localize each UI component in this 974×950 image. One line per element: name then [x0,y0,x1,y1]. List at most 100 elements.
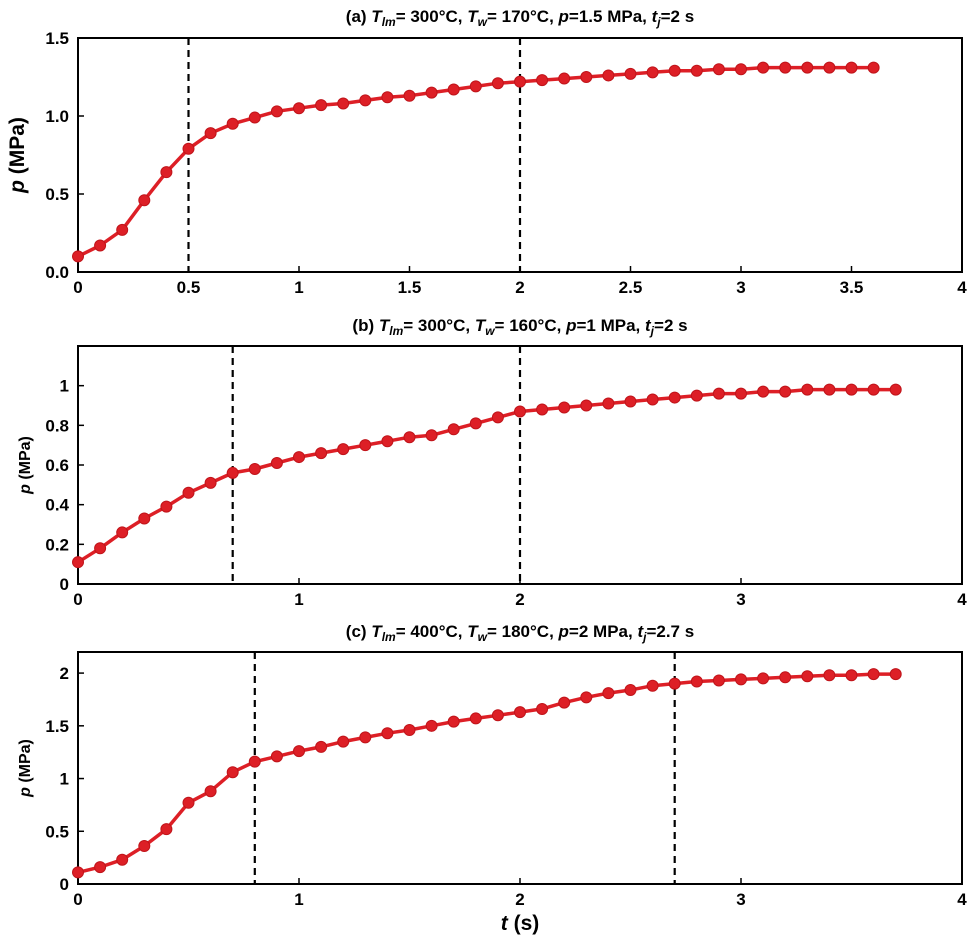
data-point [403,89,416,102]
data-point [293,102,305,115]
data-point [72,866,84,879]
data-point [425,719,438,732]
y-tick-label: 1.5 [45,29,69,48]
data-point [823,383,836,396]
data-point [801,383,814,396]
data-point [712,63,725,76]
data-point [359,439,372,452]
data-point [646,66,659,79]
data-point [425,86,438,99]
data-point [668,677,681,690]
data-point [514,75,526,88]
data-point [138,512,151,525]
data-point [337,735,350,748]
data-point [226,766,239,779]
panel-a: (a) Tlm= 300°C, Tw= 170°C, p=1.5 MPa, tj… [6,7,967,297]
x-tick-label: 0 [73,890,82,909]
data-point [845,61,858,74]
data-point [779,385,792,398]
y-tick-label: 0.4 [45,496,69,515]
y-tick-label: 0.5 [45,185,69,204]
data-point [182,142,195,155]
data-point [867,668,880,681]
data-point [602,397,615,410]
data-point [204,476,217,489]
data-point [94,542,107,555]
data-point [779,61,792,74]
data-point [845,383,858,396]
y-axis-label: p (MPa) [17,436,34,495]
x-tick-label: 4 [957,890,967,909]
data-point [558,72,571,85]
data-point [668,64,681,77]
data-point [514,405,526,418]
data-point [668,391,681,404]
data-point [823,669,836,682]
data-point [867,61,880,74]
data-point [425,429,438,442]
chart-title: (b) Tlm= 300°C, Tw= 160°C, p=1 MPa, tj=2… [352,316,687,338]
data-point [381,435,394,448]
data-point [359,731,372,744]
data-point [337,97,350,110]
x-tick-label: 4 [957,278,967,297]
x-tick-label: 2 [515,278,524,297]
data-point [580,399,593,412]
data-point [447,423,460,436]
panel-b: (b) Tlm= 300°C, Tw= 160°C, p=1 MPa, tj=2… [17,316,967,609]
x-tick-label: 0 [73,278,82,297]
data-point [735,387,747,400]
y-tick-label: 0 [60,575,69,594]
data-point [757,385,770,398]
y-tick-label: 1 [60,770,69,789]
data-point [248,755,261,768]
data-point [359,94,372,107]
data-point [182,486,195,499]
data-point [337,443,350,456]
data-point [204,127,217,140]
data-point [270,457,283,470]
data-point [558,696,571,709]
data-point [845,669,858,682]
data-point [226,466,239,479]
data-point [403,724,416,737]
data-point [624,67,637,80]
y-tick-label: 0.5 [45,822,69,841]
x-tick-label: 3 [736,890,745,909]
y-axis-label: p (MPa) [6,117,29,194]
chart-title: (a) Tlm= 300°C, Tw= 170°C, p=1.5 MPa, tj… [346,7,694,29]
data-point [735,63,747,76]
data-point [293,745,305,758]
data-point [580,71,593,83]
data-point [315,740,328,753]
x-tick-label: 0.5 [177,278,201,297]
data-point [315,99,328,112]
data-point [624,683,637,696]
y-tick-label: 0.0 [45,263,69,282]
series-line [77,65,874,258]
data-point [712,674,725,687]
data-point [116,223,129,236]
x-tick-label: 1 [294,278,303,297]
data-point [690,675,703,688]
data-point [138,194,151,207]
data-point [94,239,107,252]
x-tick-label: 3 [736,590,745,609]
data-point [491,411,504,424]
y-tick-label: 0.2 [45,535,69,554]
y-tick-label: 1 [60,377,69,396]
panel-c: (c) Tlm= 400°C, Tw= 180°C, p=2 MPa, tj=2… [17,622,967,935]
data-point [72,250,84,263]
data-point [491,77,504,90]
data-point [690,64,703,77]
data-point [160,500,173,513]
x-tick-label: 4 [957,590,967,609]
x-tick-label: 3.5 [840,278,864,297]
data-point [160,166,173,179]
y-tick-label: 0.8 [45,416,69,435]
data-point [116,526,129,539]
data-point [823,61,836,74]
x-tick-label: 2 [515,890,524,909]
series-line [77,387,896,564]
